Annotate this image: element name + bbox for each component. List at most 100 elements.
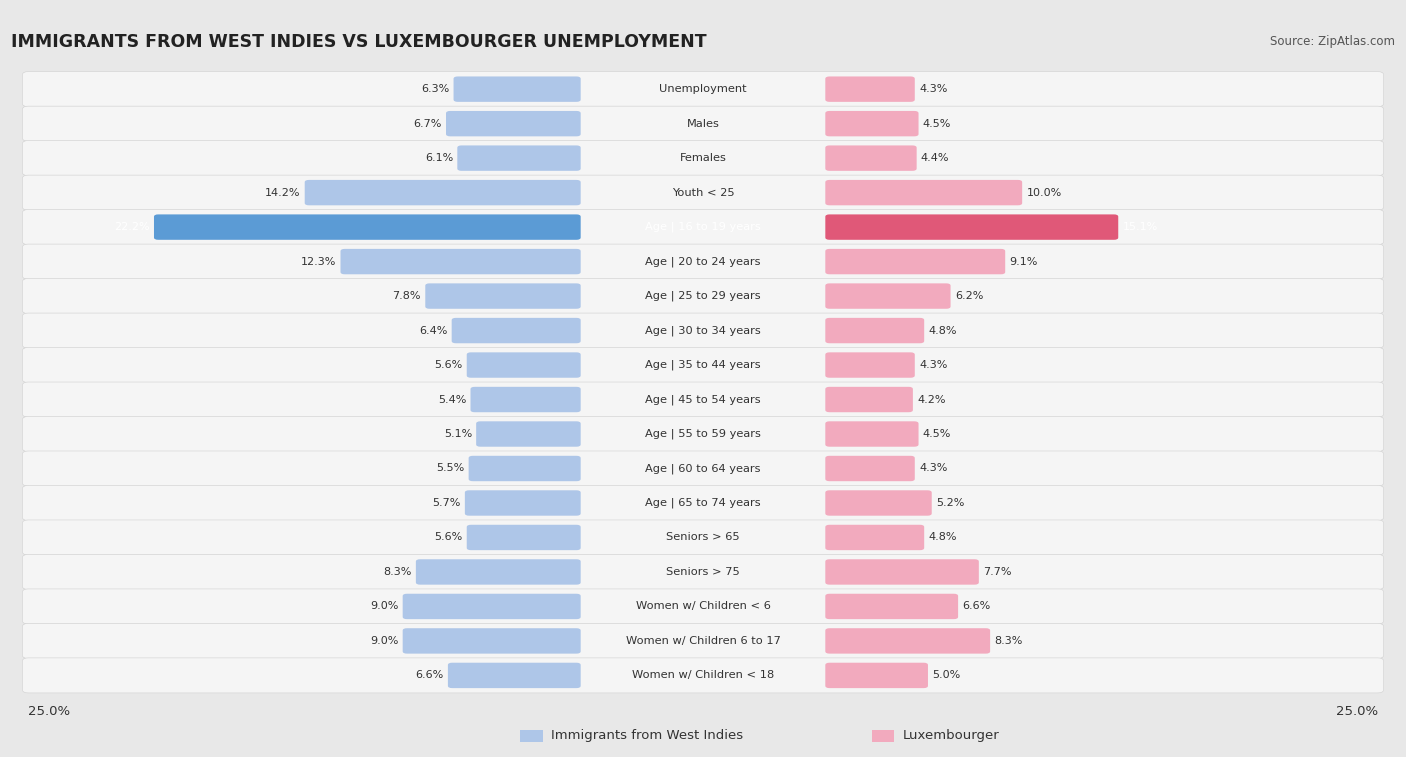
Text: 25.0%: 25.0% [1336,705,1378,718]
FancyBboxPatch shape [825,628,990,653]
FancyBboxPatch shape [825,456,915,481]
Text: Age | 25 to 29 years: Age | 25 to 29 years [645,291,761,301]
FancyBboxPatch shape [22,416,1384,451]
FancyBboxPatch shape [825,214,1118,240]
Text: 5.7%: 5.7% [432,498,461,508]
Text: Age | 16 to 19 years: Age | 16 to 19 years [645,222,761,232]
FancyBboxPatch shape [22,175,1384,210]
Text: Males: Males [686,119,720,129]
FancyBboxPatch shape [825,180,1022,205]
FancyBboxPatch shape [22,520,1384,555]
FancyBboxPatch shape [22,382,1384,417]
FancyBboxPatch shape [825,318,924,343]
Text: 8.3%: 8.3% [994,636,1022,646]
Text: 4.5%: 4.5% [922,429,950,439]
Text: 25.0%: 25.0% [28,705,70,718]
Text: Unemployment: Unemployment [659,84,747,94]
FancyBboxPatch shape [425,283,581,309]
FancyBboxPatch shape [416,559,581,584]
FancyBboxPatch shape [825,352,915,378]
FancyBboxPatch shape [825,559,979,584]
FancyBboxPatch shape [825,145,917,171]
Text: 6.4%: 6.4% [419,326,447,335]
FancyBboxPatch shape [22,451,1384,486]
FancyBboxPatch shape [451,318,581,343]
FancyBboxPatch shape [825,283,950,309]
Text: 6.7%: 6.7% [413,119,441,129]
Text: 5.4%: 5.4% [437,394,467,404]
FancyBboxPatch shape [465,491,581,516]
FancyBboxPatch shape [467,352,581,378]
FancyBboxPatch shape [471,387,581,413]
FancyBboxPatch shape [446,111,581,136]
FancyBboxPatch shape [454,76,581,102]
Text: Age | 35 to 44 years: Age | 35 to 44 years [645,360,761,370]
Text: 5.0%: 5.0% [932,671,960,681]
Text: 7.8%: 7.8% [392,291,420,301]
FancyBboxPatch shape [305,180,581,205]
FancyBboxPatch shape [22,279,1384,313]
Text: IMMIGRANTS FROM WEST INDIES VS LUXEMBOURGER UNEMPLOYMENT: IMMIGRANTS FROM WEST INDIES VS LUXEMBOUR… [11,33,707,51]
Text: 5.6%: 5.6% [434,532,463,543]
Text: 9.1%: 9.1% [1010,257,1038,266]
FancyBboxPatch shape [402,593,581,619]
Text: 5.6%: 5.6% [434,360,463,370]
FancyBboxPatch shape [449,662,581,688]
FancyBboxPatch shape [825,593,957,619]
FancyBboxPatch shape [477,422,581,447]
FancyBboxPatch shape [402,628,581,653]
FancyBboxPatch shape [22,72,1384,107]
Text: 8.3%: 8.3% [384,567,412,577]
FancyBboxPatch shape [825,249,1005,274]
Text: 12.3%: 12.3% [301,257,336,266]
Text: Women w/ Children < 6: Women w/ Children < 6 [636,602,770,612]
Text: 15.1%: 15.1% [1122,222,1157,232]
Text: 4.5%: 4.5% [922,119,950,129]
Text: 4.8%: 4.8% [928,532,957,543]
FancyBboxPatch shape [22,658,1384,693]
FancyBboxPatch shape [22,624,1384,659]
Text: 14.2%: 14.2% [264,188,301,198]
Text: 5.5%: 5.5% [436,463,464,473]
Text: 5.2%: 5.2% [936,498,965,508]
FancyBboxPatch shape [825,111,918,136]
Text: Age | 30 to 34 years: Age | 30 to 34 years [645,326,761,336]
Text: 4.4%: 4.4% [921,153,949,163]
Text: 6.3%: 6.3% [420,84,450,94]
Text: Seniors > 75: Seniors > 75 [666,567,740,577]
Text: 5.1%: 5.1% [444,429,472,439]
Text: Age | 55 to 59 years: Age | 55 to 59 years [645,428,761,439]
Text: 4.3%: 4.3% [920,360,948,370]
FancyBboxPatch shape [155,214,581,240]
Text: 4.2%: 4.2% [917,394,946,404]
Text: 4.8%: 4.8% [928,326,957,335]
FancyBboxPatch shape [825,525,924,550]
Text: 4.3%: 4.3% [920,84,948,94]
Text: Youth < 25: Youth < 25 [672,188,734,198]
FancyBboxPatch shape [872,730,894,742]
Text: Seniors > 65: Seniors > 65 [666,532,740,543]
Text: 7.7%: 7.7% [983,567,1011,577]
FancyBboxPatch shape [22,485,1384,521]
FancyBboxPatch shape [468,456,581,481]
FancyBboxPatch shape [22,141,1384,176]
Text: 10.0%: 10.0% [1026,188,1062,198]
FancyBboxPatch shape [825,491,932,516]
Text: Immigrants from West Indies: Immigrants from West Indies [551,729,744,743]
Text: 9.0%: 9.0% [370,636,398,646]
Text: 6.6%: 6.6% [962,602,991,612]
FancyBboxPatch shape [457,145,581,171]
FancyBboxPatch shape [22,210,1384,245]
FancyBboxPatch shape [22,554,1384,590]
Text: 6.2%: 6.2% [955,291,983,301]
FancyBboxPatch shape [825,422,918,447]
Text: Females: Females [679,153,727,163]
Text: 6.1%: 6.1% [425,153,453,163]
Text: 6.6%: 6.6% [415,671,444,681]
FancyBboxPatch shape [22,313,1384,348]
Text: 22.2%: 22.2% [114,222,150,232]
Text: Age | 60 to 64 years: Age | 60 to 64 years [645,463,761,474]
Text: 9.0%: 9.0% [370,602,398,612]
FancyBboxPatch shape [825,76,915,102]
Text: Luxembourger: Luxembourger [903,729,1000,743]
